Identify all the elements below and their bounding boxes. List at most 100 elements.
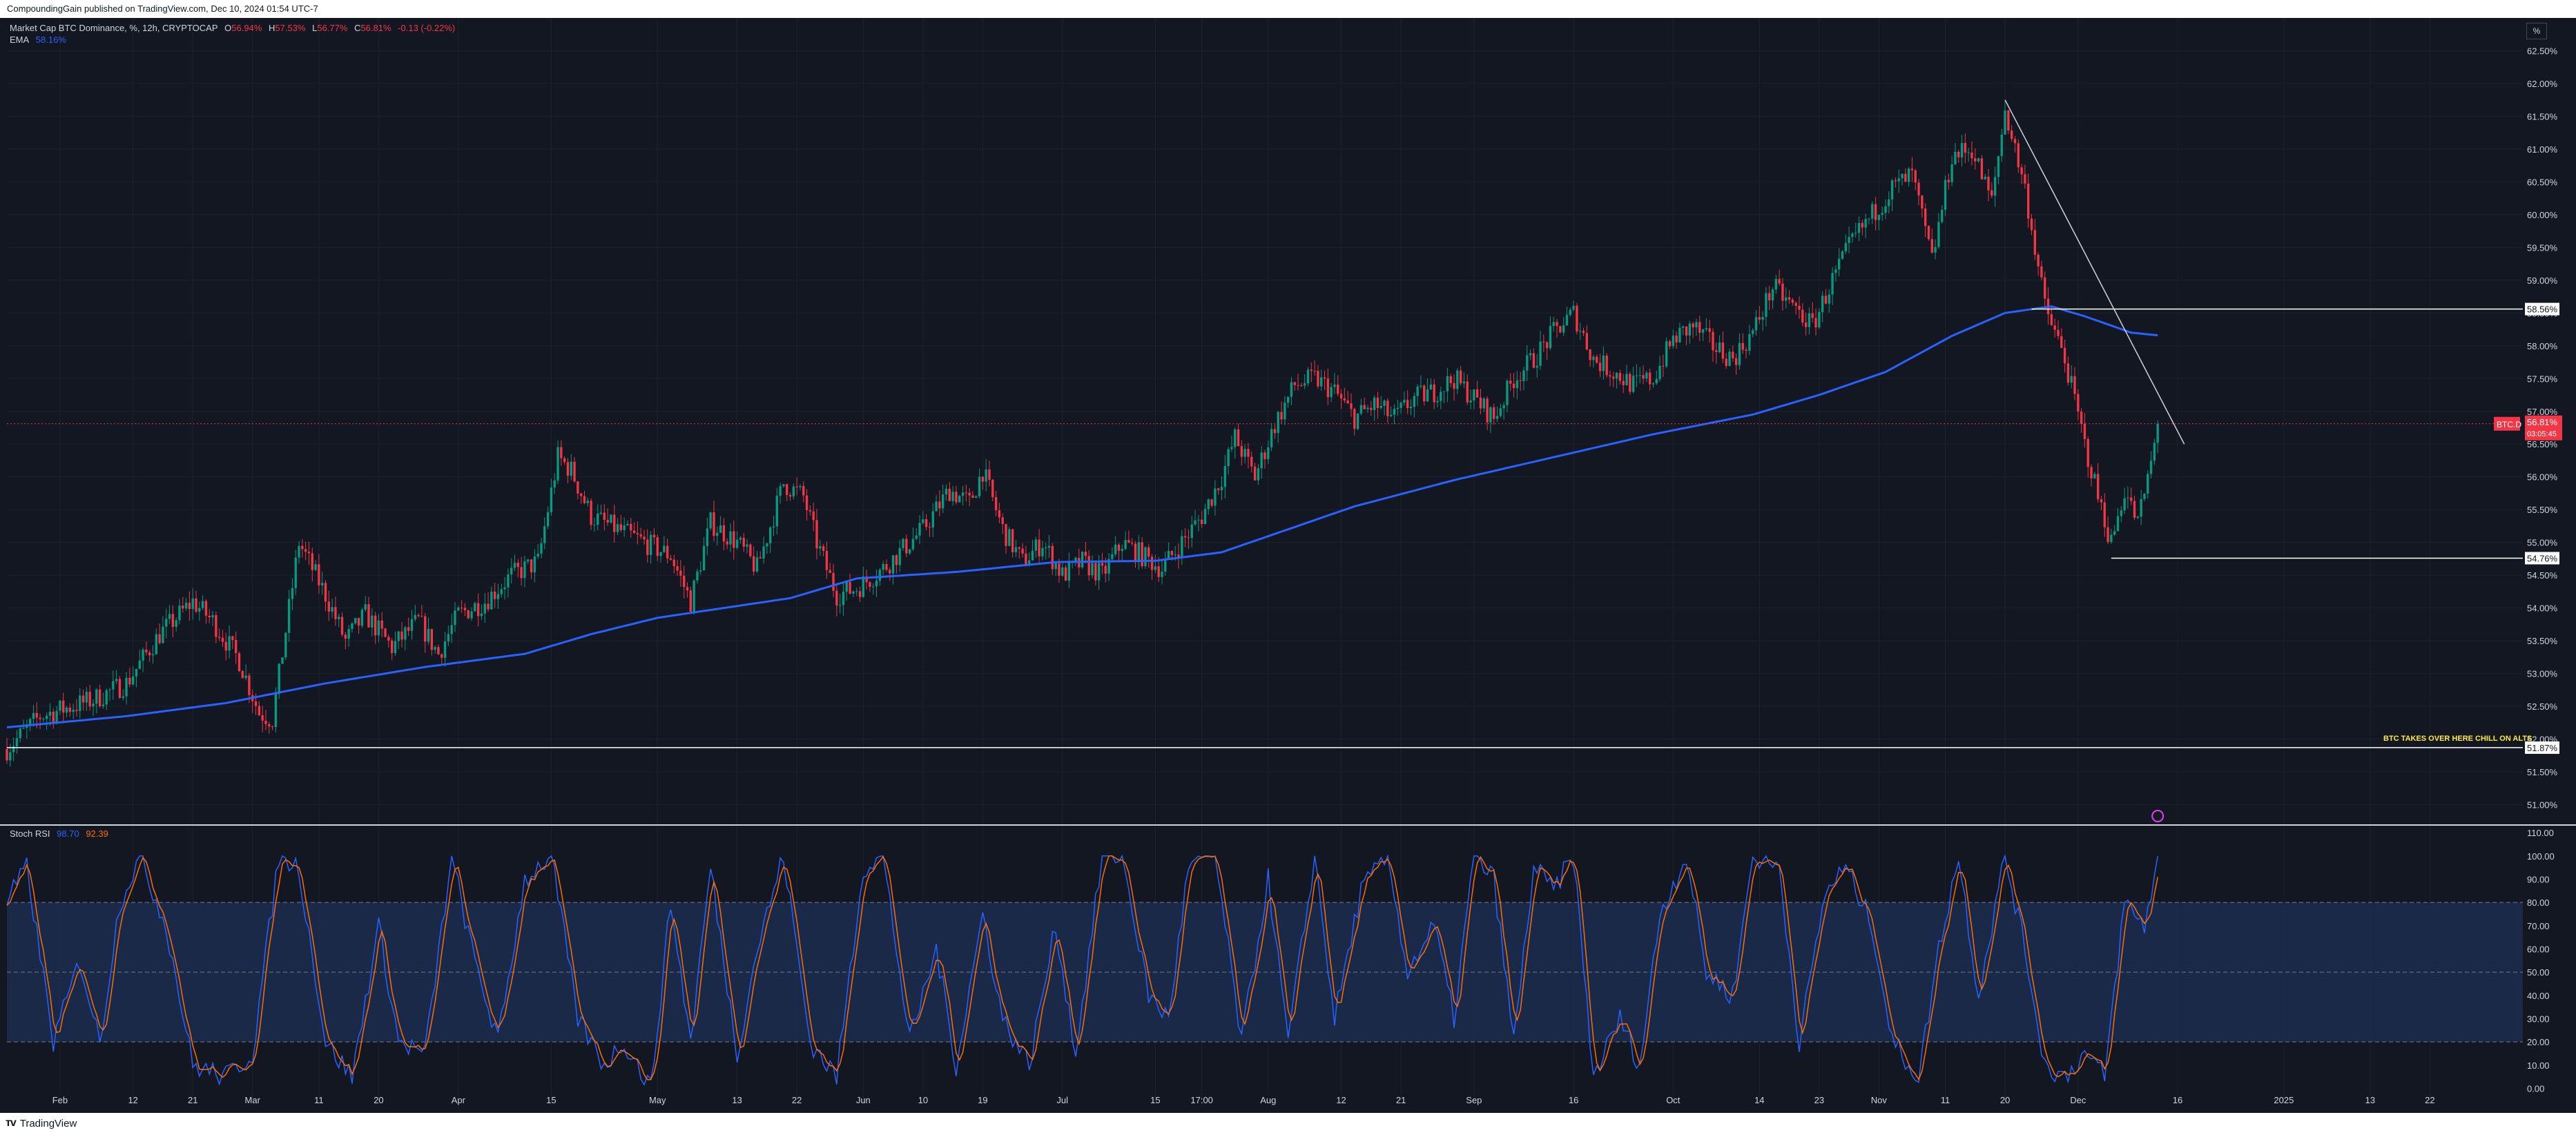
candle-body	[540, 543, 543, 554]
candle-body	[1754, 317, 1758, 331]
ema-legend[interactable]: EMA 58.16%	[10, 35, 70, 45]
candle-body	[1200, 519, 1203, 525]
candle-body	[95, 689, 98, 704]
candle-body	[1227, 449, 1230, 467]
candle-body	[978, 476, 981, 496]
candle-body	[1194, 520, 1197, 525]
candle-body	[1267, 447, 1270, 460]
candle-body	[410, 619, 414, 631]
candle-body	[889, 570, 891, 574]
candle-body	[1379, 405, 1382, 408]
candle-body	[304, 549, 307, 552]
candle-body	[1393, 409, 1396, 415]
rsi-axis-tick: 50.00	[2527, 967, 2550, 978]
candle-body	[792, 486, 795, 497]
candle-body	[2000, 135, 2003, 157]
stoch-rsi-legend[interactable]: Stoch RSI 98.70 92.39	[10, 828, 113, 839]
candle-body	[1207, 499, 1210, 510]
candle-body	[351, 623, 354, 630]
candle-body	[1752, 330, 1754, 334]
candle-body	[454, 610, 456, 625]
level-label-box	[2525, 302, 2559, 316]
candle-body	[1685, 326, 1688, 336]
candle-body	[427, 629, 430, 642]
candle-body	[344, 634, 347, 639]
candle-body	[1851, 233, 1854, 237]
candle-body	[1725, 358, 1727, 367]
candle-body	[1400, 402, 1402, 408]
candle-body	[1320, 377, 1323, 387]
time-axis-tick: 16	[1569, 1095, 1578, 1105]
candle-body	[516, 563, 520, 568]
candle-body	[577, 481, 579, 494]
candle-body	[1214, 488, 1217, 506]
candle-body	[706, 528, 709, 547]
candle-body	[1897, 178, 1900, 182]
price-label: 56.81%	[2527, 417, 2558, 427]
candle-body	[599, 512, 603, 514]
candle-body	[1778, 279, 1781, 284]
time-axis-tick: Mar	[245, 1095, 261, 1105]
candle-body	[338, 617, 340, 619]
stoch-k-line	[6, 853, 2158, 1086]
candle-body	[1907, 168, 1910, 182]
price-axis-tick: 62.00%	[2527, 79, 2558, 89]
candle-body	[533, 556, 536, 573]
candle-body	[407, 627, 410, 631]
candle-body	[474, 603, 476, 612]
time-axis-tick: Oct	[1666, 1095, 1681, 1105]
high-value: 57.53%	[275, 23, 306, 33]
candle-body	[1695, 322, 1698, 328]
candle-body	[2033, 230, 2036, 255]
candle-body	[742, 538, 745, 547]
rsi-axis-tick: 80.00	[2527, 898, 2550, 908]
candle-body	[48, 711, 52, 716]
candle-body	[1167, 551, 1170, 560]
candle-body	[749, 544, 752, 556]
candle-body	[1857, 222, 1861, 233]
candle-body	[948, 488, 951, 501]
candle-body	[1014, 547, 1018, 552]
candle-body	[1111, 554, 1114, 559]
candle-body	[2030, 218, 2033, 231]
candle-body	[2149, 460, 2153, 474]
candle-body	[1203, 509, 1207, 525]
candle-body	[1161, 571, 1163, 577]
percent-scale-button[interactable]: %	[2526, 23, 2547, 39]
candle-body	[915, 535, 918, 539]
tradingview-footer[interactable]: ᴛᴠ TradingView	[6, 1117, 77, 1129]
candle-body	[1662, 365, 1665, 367]
candle-body	[855, 591, 858, 592]
candle-body	[81, 695, 85, 703]
candle-body	[729, 531, 732, 545]
candle-body	[1748, 333, 1751, 351]
symbol-title[interactable]: Market Cap BTC Dominance, %, 12h, CRYPTO…	[10, 23, 218, 33]
candle-body	[1253, 466, 1257, 481]
candle-body	[1991, 190, 1993, 196]
candle-body	[19, 728, 21, 739]
candle-body	[204, 601, 208, 616]
candle-body	[284, 632, 287, 658]
candle-body	[829, 570, 831, 573]
candle-body	[2057, 329, 2060, 336]
candle-body	[722, 525, 726, 542]
candle-body	[1104, 565, 1107, 574]
time-axis-tick: 13	[732, 1095, 742, 1105]
candle-body	[1848, 237, 1850, 243]
candle-body	[1589, 349, 1591, 360]
candle-body	[971, 495, 974, 498]
candle-body	[1864, 219, 1867, 228]
time-axis-tick: 2025	[2274, 1095, 2294, 1105]
candle-body	[1409, 407, 1413, 409]
candle-body	[985, 469, 987, 482]
candle-body	[1572, 305, 1575, 310]
candle-body	[65, 707, 68, 713]
candle-body	[1247, 449, 1250, 457]
candle-body	[1721, 342, 1725, 359]
candle-body	[1064, 567, 1067, 581]
candle-body	[1980, 158, 1984, 180]
open-label: O	[224, 23, 232, 33]
candle-body	[2116, 516, 2120, 532]
candle-body	[1947, 180, 1950, 182]
